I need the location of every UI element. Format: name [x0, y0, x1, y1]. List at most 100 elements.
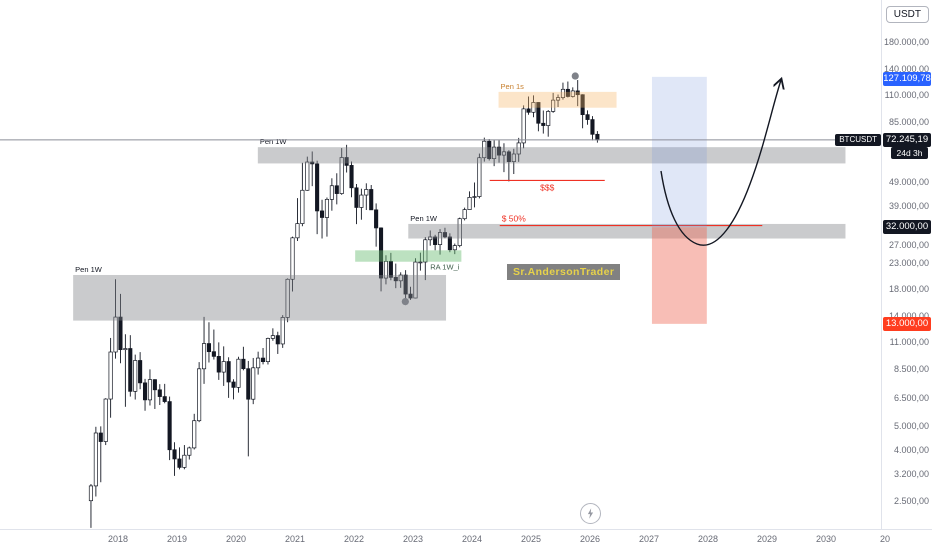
resistance-zone-weekly[interactable]	[257, 147, 846, 164]
time-axis[interactable]: 2018 2019 2020 2021 2022 2023 2024 2025 2026 2027…	[0, 529, 932, 550]
year-tick-label: 2023	[402, 534, 424, 544]
candle	[590, 116, 595, 141]
projection-downside-zone[interactable]	[651, 227, 707, 324]
candle	[408, 286, 413, 300]
candle	[595, 131, 600, 143]
price-tick-label: 39.000,00	[888, 201, 929, 211]
candle	[319, 199, 325, 239]
candle	[482, 137, 487, 162]
candle	[467, 191, 472, 210]
projection-arrow-curve[interactable]	[660, 80, 781, 246]
year-tick-label: 2029	[756, 534, 778, 544]
candle	[324, 197, 330, 237]
candle	[472, 182, 477, 208]
level-13000-badge[interactable]: 13.000,00	[883, 316, 931, 331]
candle	[260, 347, 266, 365]
candle	[295, 198, 300, 242]
candle	[157, 384, 162, 406]
candle	[433, 234, 438, 251]
candle	[265, 337, 271, 365]
candle	[197, 362, 202, 423]
price-tick-label: 49.000,00	[888, 176, 929, 187]
pivot-marker[interactable]	[571, 72, 579, 80]
candle	[187, 446, 192, 460]
level-32000-badge[interactable]: 32.000,00	[883, 220, 931, 235]
candle	[398, 272, 403, 288]
candle	[575, 80, 580, 107]
candle	[349, 161, 354, 198]
candle	[251, 357, 256, 405]
candle	[521, 105, 526, 149]
candle	[315, 160, 320, 235]
candle	[585, 110, 590, 125]
ra-accumulation-zone-label: RA 1W_i	[430, 263, 460, 272]
currency-toggle-button[interactable]: USDT	[885, 6, 929, 23]
price-tick-label: 4.000,00	[893, 445, 929, 456]
candle	[423, 237, 428, 281]
candle	[305, 156, 310, 191]
candle	[541, 110, 546, 134]
candle	[300, 162, 305, 227]
price-tick-label: 180.000,00	[883, 36, 929, 47]
resistance-zone-weekly-label: Pen 1W	[260, 137, 288, 146]
pivot-marker[interactable]	[401, 297, 409, 306]
year-tick-label: 2027	[638, 534, 660, 544]
fifty-percent-level-label: $ 50%	[502, 214, 527, 224]
candle	[555, 94, 561, 107]
candle	[182, 445, 187, 470]
candle	[147, 369, 153, 406]
price-tick-label: 8.500,00	[893, 364, 929, 375]
lightning-boost-button[interactable]	[580, 503, 601, 524]
candle	[378, 227, 384, 292]
candles-series	[88, 80, 600, 528]
watermark: Sr.AndersonTrader	[507, 264, 621, 280]
candle	[388, 252, 393, 281]
mid-zone-weekly[interactable]	[408, 223, 846, 239]
year-tick-label: 2028	[697, 534, 719, 544]
candle	[511, 148, 516, 175]
candle	[113, 279, 118, 359]
price-tick-label: 14.000,00	[888, 310, 929, 321]
candle	[206, 322, 212, 363]
price-tick-label: 2.500,00	[893, 495, 929, 506]
candle	[118, 293, 123, 364]
year-tick-label: 2026	[579, 534, 601, 544]
candle	[496, 140, 502, 163]
candle	[536, 102, 541, 132]
price-axis[interactable]: USDT 127.109,78 72.245,19 24d 3h 32.000,…	[881, 0, 932, 529]
price-tick-label: 140.000,00	[883, 63, 929, 74]
price-tick-label: 6.500,00	[893, 393, 929, 404]
candle	[354, 183, 359, 225]
year-tick-label: 2025	[520, 534, 542, 544]
price-tick-label: 110.000,00	[884, 89, 929, 100]
candle	[275, 331, 280, 354]
candle	[256, 351, 261, 375]
alert-price-badge[interactable]: 127.109,78	[883, 72, 931, 87]
candle	[364, 183, 369, 210]
candle	[241, 346, 246, 371]
candle	[374, 203, 379, 247]
projection-upside-zone[interactable]	[651, 76, 707, 228]
candle	[123, 334, 128, 407]
candle	[492, 140, 497, 167]
supply-zone-monthly[interactable]	[498, 91, 617, 108]
ra-accumulation-zone[interactable]	[355, 250, 462, 262]
candle	[236, 356, 241, 393]
candle	[506, 150, 511, 182]
symbol-price-tag: BTCUSDT	[835, 133, 881, 146]
candle	[290, 236, 295, 292]
candle	[88, 484, 94, 528]
candle	[142, 378, 148, 411]
candle	[211, 329, 216, 360]
candle	[226, 357, 231, 398]
candle	[428, 230, 433, 246]
year-tick-label: 2030	[815, 534, 837, 544]
price-tick-label: 23.000,00	[888, 257, 929, 268]
candle	[526, 96, 531, 115]
candle	[501, 143, 507, 173]
demand-zone-weekly[interactable]	[73, 274, 447, 321]
candle	[570, 87, 575, 98]
price-tick-label: 27.000,00	[888, 240, 929, 251]
candle	[231, 379, 236, 400]
